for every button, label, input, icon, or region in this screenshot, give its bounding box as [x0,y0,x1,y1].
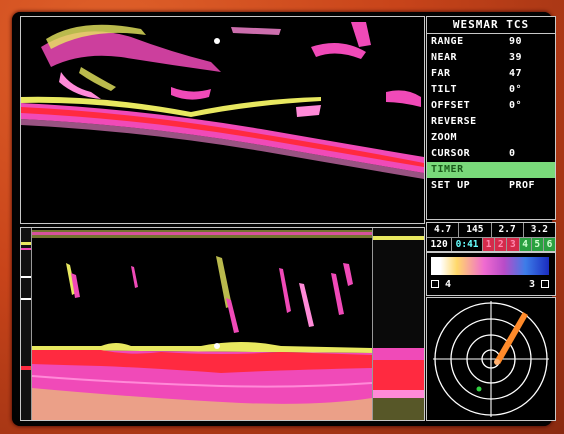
menu-item-value [509,162,545,178]
target-marker[interactable] [476,386,482,392]
menu-item-value [509,130,545,146]
menu-item-label: ZOOM [431,132,458,143]
menu-item-value: 0° [509,100,523,111]
color-gradient-bar[interactable] [431,257,549,275]
menu-item-value: 0 [509,148,516,159]
menu-title: WESMAR TCS [427,17,555,34]
menu-item-value: 90 [509,36,523,47]
readout-row: 4.7 145 2.7 3.2 [427,223,555,238]
color-channel[interactable]: 2 [495,238,508,251]
menu-item-value: 47 [509,68,523,79]
menu-item-range[interactable]: RANGE 90 [427,34,555,50]
readout-value: 145 [459,223,492,237]
color-channel[interactable]: 1 [482,238,496,251]
menu-item-reverse[interactable]: REVERSE [427,114,555,130]
sounder-echo-image [21,228,424,420]
color-scale-panel: 4 3 [426,252,556,296]
horizontal-sonar-echo-image [21,22,424,179]
readout-value: 4.7 [427,223,460,237]
menu-item-label: CURSOR [431,148,471,159]
menu-item-tilt[interactable]: TILT 0° [427,82,555,98]
menu-item-label: TIMER [431,164,464,175]
menu-item-label: SET UP [431,180,471,191]
control-menu: WESMAR TCS RANGE 90 NEAR 39 FAR 47 TILT … [426,16,556,220]
bearing-circle-icon [433,301,549,417]
readout-value: 2.7 [492,223,524,237]
color-channel[interactable]: 5 [531,238,544,251]
color-scale-right-value: 3 [528,279,535,290]
checkbox-icon[interactable] [431,280,439,288]
beam-sector [495,312,528,364]
horizontal-sonar-display[interactable] [20,16,425,224]
color-channel[interactable]: 3 [507,238,520,251]
menu-item-value: 39 [509,52,523,63]
checkbox-icon[interactable] [541,280,549,288]
menu-item-setup[interactable]: SET UP PROF [427,178,555,194]
menu-item-offset[interactable]: OFFSET 0° [427,98,555,114]
timer-value: 0:41 [452,238,483,251]
menu-item-zoom[interactable]: ZOOM [427,130,555,146]
readout-value: 3.2 [530,224,548,235]
readout-row: 120 0:41 1 2 3 4 5 6 [427,238,555,251]
readout-value: 120 [427,238,453,251]
color-channel[interactable]: 4 [519,238,532,251]
vertical-sounder-display[interactable] [20,227,425,421]
menu-item-value: 0° [509,84,523,95]
menu-item-far[interactable]: FAR 47 [427,66,555,82]
menu-item-label: RANGE [431,36,464,47]
color-scale-left-value: 4 [445,279,452,290]
status-readout: 4.7 145 2.7 3.2 120 0:41 1 2 3 4 5 6 [426,222,556,252]
menu-item-label: OFFSET [431,100,471,111]
bearing-plot[interactable] [426,297,556,421]
sonar-monitor: WESMAR TCS RANGE 90 NEAR 39 FAR 47 TILT … [12,12,556,426]
menu-item-label: TILT [431,84,458,95]
menu-item-value: PROF [509,180,536,191]
menu-item-label: REVERSE [431,116,477,127]
menu-item-value [509,114,545,130]
menu-item-timer[interactable]: TIMER [427,162,555,178]
menu-item-label: NEAR [431,52,458,63]
menu-item-cursor[interactable]: CURSOR 0 [427,146,555,162]
color-scale-labels: 4 3 [431,279,549,290]
menu-item-near[interactable]: NEAR 39 [427,50,555,66]
color-channel[interactable]: 6 [543,238,555,251]
menu-item-label: FAR [431,68,451,79]
